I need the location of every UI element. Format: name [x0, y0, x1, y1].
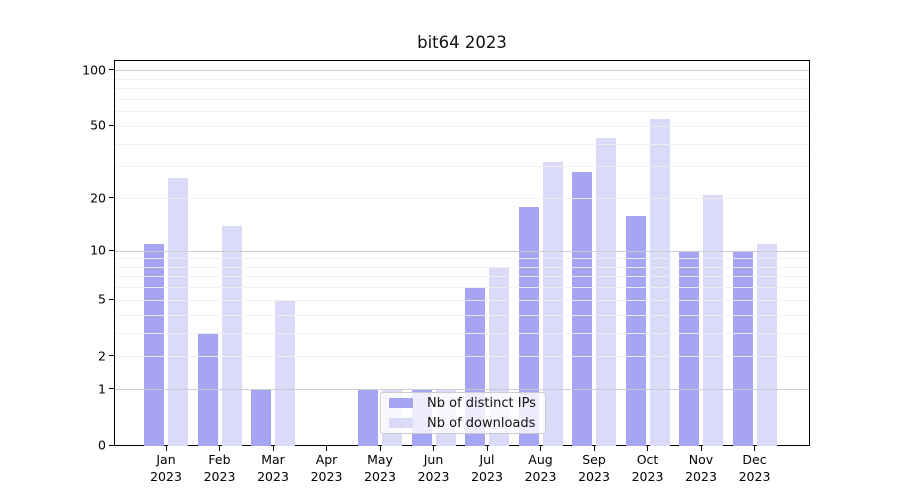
y-tick-label-100: 100 [82, 62, 106, 78]
y-tick-label-0: 0 [98, 437, 106, 453]
x-tick-label-jul: Jul 2023 [471, 452, 503, 484]
bar-downloads-feb [221, 225, 242, 446]
bar-downloads-dec [756, 244, 777, 446]
x-tick-mark-mar [272, 446, 274, 451]
legend-entry-distinct-ips: Nb of distinct IPs [389, 396, 537, 411]
x-tick-mark-aug [540, 446, 542, 451]
legend-label-downloads: Nb of downloads [427, 415, 536, 431]
bar-downloads-aug [542, 161, 563, 446]
x-tick-label-feb: Feb 2023 [203, 452, 236, 484]
x-tick-label-may: May 2023 [364, 452, 396, 484]
x-tick-label-dec: Dec 2023 [738, 452, 771, 484]
y-tick-mark-2 [109, 355, 114, 357]
bars-layer [115, 61, 809, 446]
bar-downloads-sep [596, 138, 616, 446]
y-tick-mark-5 [109, 298, 114, 300]
bar-distinct-ips-feb [197, 333, 218, 446]
y-tick-label-10: 10 [90, 242, 106, 258]
x-tick-label-jan: Jan 2023 [150, 452, 182, 484]
y-tick-mark-100 [109, 69, 114, 71]
y-tick-mark-20 [109, 197, 114, 199]
y-tick-mark-0 [109, 444, 114, 446]
legend-label-distinct-ips: Nb of distinct IPs [427, 395, 536, 411]
x-tick-mark-may [379, 446, 381, 451]
legend-entry-downloads: Nb of downloads [389, 416, 537, 431]
x-tick-label-sep: Sep 2023 [578, 452, 610, 484]
bar-distinct-ips-may [358, 389, 378, 446]
bar-distinct-ips-jan [144, 244, 164, 446]
legend-swatch-distinct-ips [389, 398, 413, 408]
x-tick-label-oct: Oct 2023 [631, 452, 664, 484]
legend-swatch-downloads [389, 418, 413, 428]
y-tick-label-5: 5 [98, 291, 106, 307]
x-tick-mark-jun [433, 446, 435, 451]
bar-downloads-oct [649, 118, 670, 446]
y-tick-label-50: 50 [90, 117, 106, 133]
bar-downloads-jan [168, 178, 188, 446]
bar-distinct-ips-mar [251, 389, 271, 446]
y-tick-mark-10 [109, 249, 114, 251]
plot-area: Nb of distinct IPs Nb of downloads [114, 60, 810, 446]
x-tick-label-mar: Mar 2023 [257, 452, 289, 484]
x-tick-label-jun: Jun 2023 [417, 452, 450, 484]
x-tick-mark-jul [486, 446, 488, 451]
x-tick-mark-dec [754, 446, 756, 451]
x-tick-label-apr: Apr 2023 [310, 452, 343, 484]
bar-distinct-ips-oct [625, 215, 646, 446]
y-tick-label-1: 1 [98, 381, 106, 397]
y-tick-mark-50 [109, 124, 114, 126]
x-tick-mark-apr [326, 446, 328, 451]
bar-distinct-ips-nov [679, 251, 699, 446]
chart-title: bit64 2023 [417, 33, 507, 52]
bar-downloads-nov [703, 194, 723, 446]
x-tick-mark-feb [219, 446, 221, 451]
x-tick-mark-sep [593, 446, 595, 451]
y-tick-mark-1 [109, 388, 114, 390]
x-tick-mark-nov [700, 446, 702, 451]
x-tick-mark-jan [165, 446, 167, 451]
bar-distinct-ips-dec [732, 251, 753, 446]
bar-distinct-ips-aug [518, 206, 539, 446]
y-tick-label-2: 2 [98, 348, 106, 364]
x-tick-mark-oct [647, 446, 649, 451]
bar-distinct-ips-sep [572, 172, 592, 446]
y-tick-label-20: 20 [90, 190, 106, 205]
x-tick-label-aug: Aug 2023 [524, 452, 557, 484]
x-tick-label-nov: Nov 2023 [685, 452, 717, 484]
bar-downloads-mar [275, 300, 295, 446]
legend: Nb of distinct IPs Nb of downloads [380, 392, 546, 434]
